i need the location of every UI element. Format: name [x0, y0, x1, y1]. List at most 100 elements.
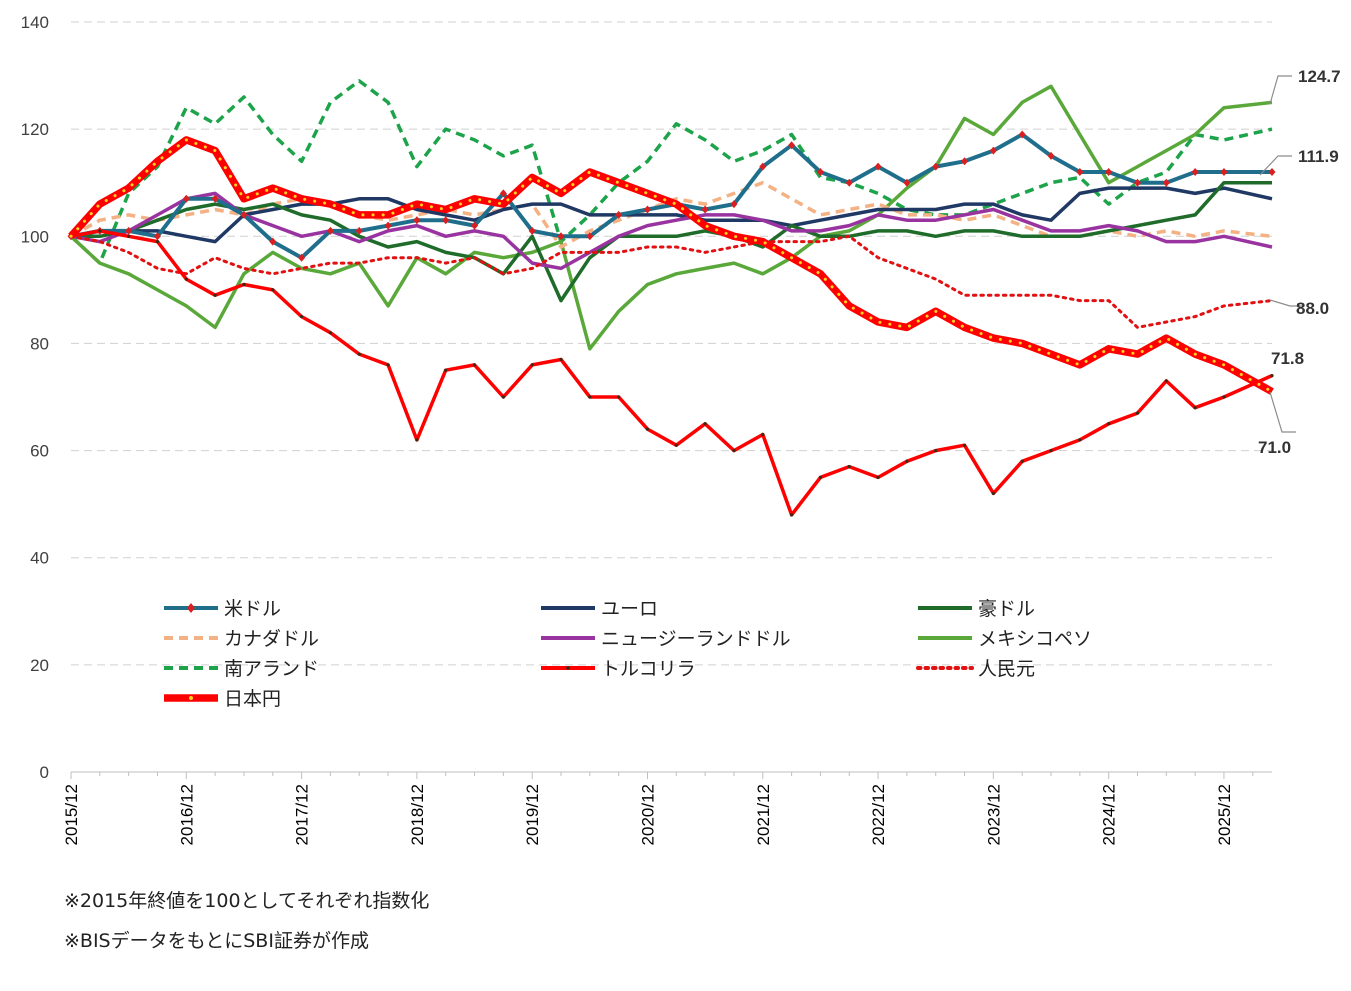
data-point [1078, 438, 1082, 442]
legend-label: 日本円 [224, 688, 281, 710]
data-point [471, 221, 479, 230]
x-tick-label: 2015/12 [62, 784, 81, 845]
data-point [703, 422, 707, 426]
x-tick-label: 2023/12 [984, 784, 1003, 845]
x-tick-label: 2017/12 [293, 784, 312, 845]
series-line [70, 191, 1273, 271]
data-point [790, 513, 794, 517]
data-point [528, 226, 536, 235]
data-point [701, 205, 709, 214]
end-value-label: 111.9 [1298, 147, 1339, 166]
data-point [788, 141, 796, 150]
data-point [413, 216, 421, 225]
legend-item: カナダドル [164, 628, 319, 650]
legend-marker [566, 666, 570, 670]
data-point [876, 475, 880, 479]
footnote-source: ※BISデータをもとにSBI証券が作成 [64, 930, 369, 952]
legend-label: ユーロ [601, 598, 658, 620]
data-point [1020, 459, 1024, 463]
label-leader-line [1259, 155, 1292, 176]
x-tick-label: 2016/12 [177, 784, 196, 845]
y-tick-label: 140 [21, 13, 49, 32]
data-point [1191, 168, 1199, 176]
legend-item: 日本円 [164, 688, 281, 710]
label-leader-line [1269, 299, 1304, 307]
data-point [1164, 379, 1168, 383]
data-point [271, 288, 275, 292]
x-tick-label: 2020/12 [638, 784, 657, 845]
data-point [213, 293, 217, 297]
data-point [732, 448, 736, 453]
legend-label: 豪ドル [978, 598, 1035, 620]
data-point [730, 200, 738, 209]
y-tick-label: 80 [30, 334, 49, 353]
data-point [501, 395, 505, 399]
end-value-label: 88.0 [1296, 299, 1329, 318]
data-point [588, 395, 592, 399]
data-point [299, 315, 304, 319]
legend-item: 人民元 [916, 658, 1035, 680]
legend-marker [189, 696, 193, 700]
data-point [386, 363, 390, 367]
data-point [1193, 406, 1197, 410]
data-point [155, 240, 160, 244]
data-point [240, 210, 248, 219]
data-point [384, 221, 392, 230]
data-point [184, 277, 188, 281]
data-point [761, 432, 765, 437]
data-point [98, 229, 102, 233]
series-line [70, 132, 1272, 260]
data-point [444, 368, 448, 372]
series-トルコリラ [69, 229, 1274, 517]
series-dots [69, 138, 1274, 394]
data-point [989, 146, 997, 155]
data-point [1049, 448, 1053, 453]
series-line [70, 186, 1273, 244]
legend-label: カナダドル [224, 628, 319, 650]
data-point [415, 438, 419, 442]
data-point [1133, 178, 1141, 187]
data-point [127, 234, 131, 238]
data-point [153, 232, 161, 241]
data-point [874, 162, 882, 171]
data-point [242, 282, 246, 287]
data-point [617, 395, 621, 399]
legend-item: トルコリラ [541, 658, 696, 680]
y-tick-label: 40 [30, 549, 49, 568]
legend-label: 南アランド [224, 658, 319, 680]
data-point [1162, 178, 1170, 187]
y-tick-label: 60 [30, 442, 49, 461]
series-line [71, 180, 1272, 303]
end-value-label: 124.7 [1298, 67, 1341, 86]
data-point [499, 189, 507, 198]
x-tick-label: 2022/12 [869, 784, 888, 845]
legend-marker [187, 603, 195, 613]
series-メキシコペソ [69, 84, 1273, 351]
data-point [326, 226, 334, 235]
chart-svg: 0 20 40 60 80 100 120 140 2015/12 2016/12 2017/12 2… [21, 13, 1341, 845]
data-point [1135, 411, 1140, 415]
label-leader-line [1269, 75, 1292, 105]
x-tick-label: 2018/12 [408, 784, 427, 845]
y-tick-label: 0 [40, 763, 49, 782]
data-point [125, 226, 133, 235]
legend-item: 豪ドル [918, 598, 1035, 620]
x-tick-label: 2019/12 [523, 784, 542, 845]
data-point [1018, 130, 1026, 139]
legend-item: メキシコペソ [918, 628, 1092, 650]
data-point [357, 352, 361, 356]
data-point [847, 465, 851, 469]
data-point [355, 226, 363, 235]
data-point [1220, 168, 1228, 176]
series-line [70, 229, 1273, 517]
data-point [674, 443, 678, 447]
end-value-label: 71.8 [1271, 349, 1304, 368]
label-leader-line [1269, 391, 1296, 433]
data-point [934, 448, 938, 453]
data-point [269, 237, 277, 246]
data-point [557, 232, 565, 241]
legend-item: 米ドル [164, 598, 281, 620]
y-tick-label: 120 [21, 120, 49, 139]
data-point [1047, 151, 1055, 160]
series-日本円 [68, 136, 1274, 395]
